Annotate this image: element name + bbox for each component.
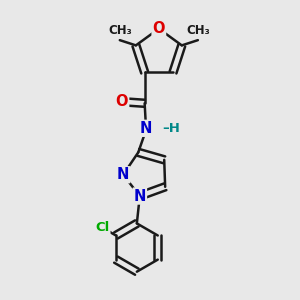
- Text: Cl: Cl: [95, 221, 109, 234]
- Text: –H: –H: [162, 122, 180, 135]
- Text: N: N: [117, 167, 129, 182]
- Text: N: N: [134, 188, 146, 203]
- Text: CH₃: CH₃: [186, 24, 210, 37]
- Text: O: O: [153, 21, 165, 36]
- Text: N: N: [140, 121, 152, 136]
- Text: CH₃: CH₃: [108, 24, 132, 37]
- Text: O: O: [116, 94, 128, 109]
